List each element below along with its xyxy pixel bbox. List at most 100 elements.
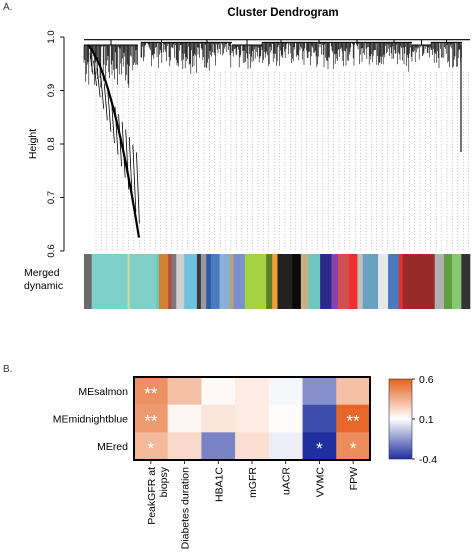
cluster-dendrogram: Cluster Dendrogram Height 0.6 0.7 0.8 0.9 1.… [24, 7, 471, 309]
heatmap-row-label: MEmidnightblue [53, 414, 128, 426]
heatmap-cell [302, 377, 337, 405]
y-tick-label: 1.0 [46, 30, 57, 43]
color-bar-label-dynamic: dynamic [24, 280, 63, 292]
significance-mark: * [148, 439, 155, 458]
module-color-segment [168, 254, 172, 309]
module-color-segment [244, 254, 267, 309]
heatmap-cell [235, 404, 270, 433]
module-color-segment [320, 254, 332, 309]
color-bar-label-merged: Merged [24, 267, 60, 279]
heatmap-column-label: VVMC [314, 467, 326, 498]
heatmap-row-labels: MEsalmon MEmidnightblue MEred [53, 386, 128, 453]
dendrogram-title: Cluster Dendrogram [227, 7, 338, 19]
y-tick-label: 0.8 [46, 137, 57, 150]
heatmap-colorbar-ticks: 0.6 0.1 -0.4 [412, 374, 437, 466]
heatmap-cell [134, 404, 168, 433]
heatmap-cell [201, 404, 236, 433]
module-color-segment [229, 254, 234, 309]
dendrogram-leaf-guides [95, 71, 469, 252]
module-color-segment [156, 254, 160, 309]
heatmap-column-label: FPW [348, 467, 360, 490]
module-color-segment [452, 254, 462, 309]
heatmap-cell [167, 404, 202, 433]
tail-sub-branch [118, 114, 122, 167]
heatmap-cell [201, 432, 236, 461]
heatmap-cell [268, 432, 303, 461]
colorbar-tick-label: 0.6 [419, 374, 434, 386]
module-color-segment [171, 254, 177, 309]
module-color-segment [378, 254, 389, 309]
module-color-segment [272, 254, 278, 309]
significance-mark: ** [144, 384, 158, 403]
heatmap-cell [336, 432, 371, 461]
significance-mark: ** [347, 412, 361, 431]
module-color-segment [331, 254, 339, 309]
module-color-segment [91, 254, 128, 309]
module-color-segment [362, 254, 379, 309]
dendrogram-y-ticks: 0.6 0.7 0.8 0.9 1.0 [46, 30, 64, 258]
panel-b-label: B. [3, 364, 13, 375]
module-color-segment [266, 254, 273, 309]
heatmap-column-labels: PeakGFR at biopsy Diabetes duration HBA1C mG… [146, 460, 360, 549]
tail-sub-branch [103, 83, 108, 121]
y-tick-label: 0.7 [46, 191, 57, 204]
module-color-segment [158, 254, 169, 309]
tail-sub-branch [125, 129, 130, 190]
heatmap-significance-marks: **** *** * * [144, 384, 360, 458]
heatmap-column-label: Diabetes duration [180, 467, 192, 549]
heatmap-column-label: biopsy [158, 466, 170, 497]
heatmap-cells [134, 377, 371, 461]
tail-sub-branch [136, 152, 140, 224]
heatmap-cell [336, 404, 371, 433]
heatmap-cell [336, 377, 371, 405]
heatmap-cell [302, 432, 337, 461]
heatmap-cell [268, 377, 303, 405]
module-color-segment [184, 254, 198, 309]
tail-sub-branch [107, 91, 112, 132]
tail-branch [87, 44, 141, 238]
module-color-segment [200, 254, 207, 309]
significance-mark: ** [144, 412, 158, 431]
dendrogram-branches [83, 39, 470, 238]
tail-sub-branch [96, 68, 101, 98]
module-color-segment [388, 254, 400, 309]
heatmap-column-label: HBA1C [213, 467, 225, 502]
module-color-segment [292, 254, 302, 309]
heatmap-column-label: PeakGFR at [146, 467, 158, 525]
module-color-segment [434, 254, 445, 309]
tail-sub-branch [114, 106, 119, 155]
module-color-segment [398, 254, 404, 309]
module-color-segment [348, 254, 358, 309]
tail-sub-branch [100, 75, 105, 109]
heatmap-cell [268, 404, 303, 433]
module-trait-heatmap: MEsalmon MEmidnightblue MEred PeakGFR at bi… [53, 374, 438, 549]
module-color-segment [206, 254, 212, 309]
module-color-segment [461, 254, 471, 309]
module-color-segment [277, 254, 293, 309]
heatmap-column-label: uACR [281, 467, 293, 495]
heatmap-row-label: MEred [97, 441, 128, 453]
module-color-segment [196, 254, 202, 309]
module-color-segment [84, 254, 92, 309]
module-color-segment [127, 254, 130, 309]
module-color-segment [176, 254, 185, 309]
module-color-segment [444, 254, 453, 309]
module-color-segment [338, 254, 350, 309]
tail-sub-branch [128, 137, 133, 201]
module-color-bar [84, 254, 471, 309]
module-color-segment [402, 254, 435, 309]
significance-mark: * [350, 439, 357, 458]
module-color-segment [357, 254, 364, 309]
y-tick-label: 0.6 [46, 244, 57, 257]
heatmap-cell [235, 377, 270, 405]
panel-a-label: A. [3, 2, 13, 13]
tail-sub-branch [89, 52, 94, 75]
heatmap-cell [235, 432, 270, 461]
module-color-segment [129, 254, 157, 309]
colorbar-tick-label: -0.4 [419, 454, 437, 466]
heatmap-row-label: MEsalmon [78, 386, 128, 398]
tail-sub-branch [93, 60, 97, 86]
module-color-segment [300, 254, 310, 309]
tail-sub-branch [132, 144, 137, 213]
